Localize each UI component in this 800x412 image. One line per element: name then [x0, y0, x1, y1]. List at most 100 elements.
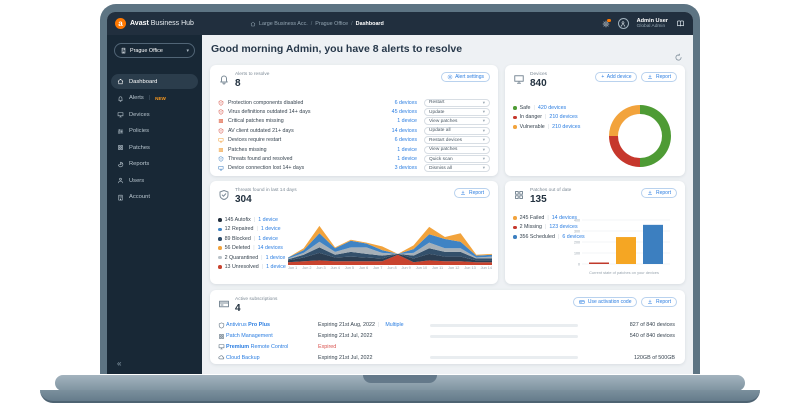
sidebar-item-users[interactable]: Users: [111, 173, 198, 188]
avast-logo-icon: a: [115, 18, 126, 29]
devices-donut-chart: [609, 105, 671, 167]
org-selector-label: Prague Office: [130, 47, 163, 54]
legend-label: 13 Unresolved: [224, 263, 259, 270]
alert-action-dropdown[interactable]: Update all ▾: [424, 126, 490, 135]
monitor-icon: [117, 111, 124, 118]
breadcrumb-item[interactable]: Large Business Acc.: [258, 20, 308, 27]
legend-dot: [218, 255, 222, 260]
alert-row: Device connection lost 14+ days 3 devices…: [218, 164, 490, 173]
x-tick-label: Jun 5: [344, 266, 355, 270]
alert-action-label: Update all: [429, 128, 451, 134]
alert-row: Virus definitions outdated 14+ days 45 de…: [218, 107, 490, 117]
subscription-usage: 120GB of 500GB: [633, 354, 675, 361]
chevron-down-icon: ▾: [482, 156, 485, 162]
svg-text:200: 200: [574, 240, 580, 244]
legend-devices-link[interactable]: 123 devices: [549, 224, 578, 231]
subscription-expiry: Expired: [318, 343, 337, 350]
breadcrumb-item[interactable]: Prague Office: [315, 20, 349, 27]
legend-separator: |: [261, 263, 264, 270]
legend-devices-link[interactable]: 1 device: [266, 263, 286, 270]
legend-devices-link[interactable]: 1 device: [258, 235, 278, 242]
alert-action-dropdown[interactable]: Dismiss all ▾: [424, 164, 490, 173]
legend-separator: |: [547, 123, 550, 130]
alert-action-label: Restart devices: [429, 137, 463, 143]
subscription-name-link[interactable]: Antivirus Pro Plus: [226, 322, 271, 329]
add-device-button[interactable]: + Add device: [595, 72, 638, 82]
shield-alert-icon: [218, 109, 224, 115]
subscription-row: Cloud Backup Expiring 21st Jul, 2022 120GB…: [218, 352, 675, 363]
sidebar-item-patches[interactable]: Patches: [111, 140, 198, 155]
alert-devices-link[interactable]: 6 devices: [394, 99, 417, 106]
legend-devices-link[interactable]: 1 device: [265, 254, 286, 261]
threats-report-label: Report: [468, 190, 484, 196]
legend-devices-link[interactable]: 1 device: [258, 217, 278, 223]
usage-progress-bar: [430, 323, 578, 327]
settings-gear-icon[interactable]: [602, 18, 611, 28]
x-tick-label: Jun 12: [448, 266, 460, 270]
download-icon: [647, 299, 653, 305]
sidebar-item-policies[interactable]: Policies: [111, 124, 198, 139]
laptop-base-notch: [363, 375, 437, 383]
patches-card-label: Patches out of date: [530, 188, 572, 193]
legend-devices-link[interactable]: 14 devices: [551, 215, 578, 221]
subscriptions-report-button[interactable]: Report: [641, 297, 677, 307]
threats-report-button[interactable]: Report: [454, 188, 490, 198]
alert-devices-link[interactable]: 1 device: [397, 146, 417, 153]
download-icon: [647, 74, 653, 80]
legend-label: 2 Quarantined: [224, 254, 259, 261]
alert-action-dropdown[interactable]: View patches ▾: [424, 145, 490, 154]
support-book-icon[interactable]: [676, 19, 685, 28]
sidebar-item-reports[interactable]: Reports: [111, 157, 198, 172]
alert-action-dropdown[interactable]: Restart devices ▾: [424, 136, 490, 145]
monitor-icon: [218, 165, 224, 171]
legend-row: 12 Repaired | 1 device: [218, 226, 286, 232]
threats-count: 304: [235, 194, 252, 205]
subscription-name-link[interactable]: Patch Management: [226, 333, 273, 340]
alert-action-dropdown[interactable]: Restart ▾: [424, 98, 490, 107]
alert-settings-button[interactable]: Alert settings: [440, 72, 490, 82]
org-selector[interactable]: Prague Office ▾: [114, 43, 195, 58]
alert-devices-link[interactable]: 1 device: [397, 156, 417, 163]
avatar[interactable]: [617, 18, 629, 29]
sidebar-item-dashboard[interactable]: Dashboard: [111, 74, 198, 89]
alert-action-dropdown[interactable]: Quick scan ▾: [424, 155, 490, 164]
alert-devices-link[interactable]: 1 device: [397, 118, 417, 125]
sidebar-item-devices[interactable]: Devices: [111, 107, 198, 122]
patches-icon: [513, 189, 525, 201]
legend-devices-link[interactable]: 6 devices: [562, 233, 585, 240]
refresh-icon[interactable]: [674, 53, 683, 62]
threats-legend: 145 Autofix | 1 device 12 Repaired | 1 device…: [218, 217, 286, 273]
legend-devices-link[interactable]: 14 devices: [257, 245, 283, 252]
user-block[interactable]: Admin User Global Admin: [637, 18, 668, 30]
legend-devices-link[interactable]: 210 devices: [552, 123, 581, 130]
alert-devices-link[interactable]: 6 devices: [394, 137, 417, 144]
sidebar-collapse-button[interactable]: «: [117, 359, 122, 368]
legend-row: 245 Failed | 14 devices: [513, 215, 585, 221]
shield-alert-icon: [218, 128, 224, 134]
subscription-name-link[interactable]: Cloud Backup: [226, 354, 260, 361]
alert-devices-link[interactable]: 45 devices: [391, 109, 417, 116]
plus-icon: +: [601, 74, 605, 80]
alert-action-dropdown[interactable]: View patches ▾: [424, 117, 490, 126]
sidebar-item-alerts[interactable]: Alerts | NEW: [111, 91, 198, 106]
shield-alert-icon: [218, 156, 224, 162]
bell-icon: [218, 73, 230, 85]
area-series-autofix: [288, 252, 492, 263]
legend-devices-link[interactable]: 210 devices: [549, 114, 578, 121]
legend-devices-link[interactable]: 420 devices: [537, 105, 567, 111]
sidebar-item-label: Reports: [129, 161, 150, 167]
alert-action-dropdown[interactable]: Update ▾: [424, 108, 490, 117]
subscription-name-link[interactable]: Premium Remote Control: [226, 343, 289, 350]
alert-devices-link[interactable]: 3 devices: [394, 165, 417, 172]
use-activation-code-button[interactable]: Use activation code: [573, 297, 638, 307]
alert-devices-link[interactable]: 14 devices: [391, 127, 417, 134]
monitor-icon: [218, 343, 226, 350]
patches-report-button[interactable]: Report: [641, 188, 677, 198]
bell-icon: [117, 95, 124, 102]
legend-dot: [218, 246, 222, 250]
legend-devices-link[interactable]: 1 device: [260, 226, 281, 233]
sidebar-item-account[interactable]: Account: [111, 190, 198, 205]
multiple-link[interactable]: Multiple: [385, 322, 404, 329]
devices-report-button[interactable]: Report: [641, 72, 677, 82]
subscription-usage: 827 of 840 devices: [629, 322, 675, 329]
